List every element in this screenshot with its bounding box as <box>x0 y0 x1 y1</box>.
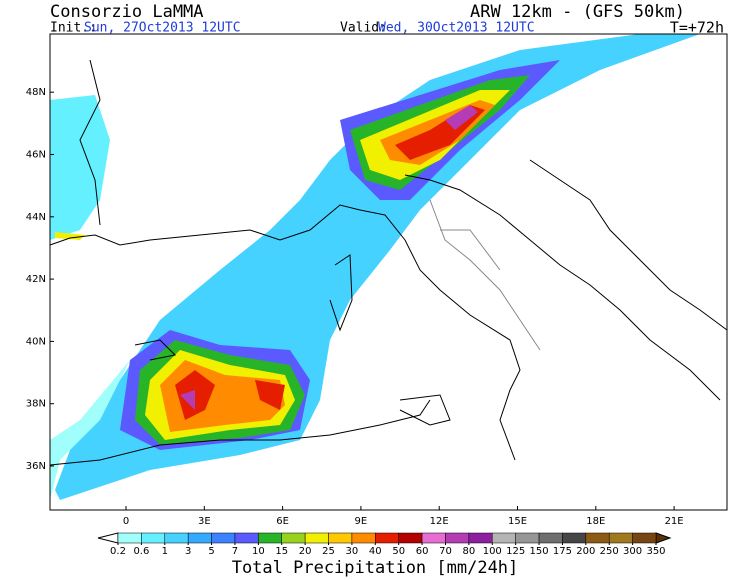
colorbar-segment <box>492 532 516 544</box>
valid-label: Valid: <box>340 21 387 36</box>
colorbar-label: 25 <box>322 546 335 557</box>
colorbar-segment <box>304 532 329 544</box>
colorbar-label: 50 <box>392 546 405 557</box>
lon-label: 9E <box>355 516 368 527</box>
valid-time: Wed, 30Oct2013 12UTC <box>378 21 535 36</box>
colorbar-segment <box>562 532 587 544</box>
colorbar-segment <box>187 532 212 544</box>
lon-label: 15E <box>508 516 527 527</box>
lat-label: 44N <box>26 212 46 223</box>
colorbar-segment <box>585 532 610 544</box>
colorbar-label: 40 <box>369 546 382 557</box>
colorbar-segment <box>515 532 540 544</box>
colorbar-label: 15 <box>275 546 288 557</box>
title: Consorzio LaMMA <box>50 2 204 22</box>
colorbar-label: 70 <box>439 546 452 557</box>
lat-label: 48N <box>26 87 46 98</box>
colorbar-segment <box>375 532 399 544</box>
init-label: Init.: <box>50 21 97 36</box>
colorbar-over <box>655 532 672 544</box>
lat-label: 40N <box>26 336 46 347</box>
colorbar-label: 350 <box>646 546 665 557</box>
colorbar-label: 10 <box>252 546 265 557</box>
lat-label: 38N <box>26 399 46 410</box>
map-area <box>49 33 728 511</box>
colorbar-segment <box>117 532 142 544</box>
colorbar-segment <box>164 532 189 544</box>
colorbar-label: 200 <box>576 546 595 557</box>
colorbar-title: Total Precipitation [mm/24h] <box>232 558 519 578</box>
colorbar-segment <box>445 532 470 544</box>
lon-label: 18E <box>586 516 605 527</box>
lon-label: 3E <box>198 516 211 527</box>
colorbar-label: 150 <box>529 546 548 557</box>
colorbar-label: 80 <box>463 546 476 557</box>
init-time: Sun, 27Oct2013 12UTC <box>84 21 241 36</box>
colorbar-segment <box>632 532 657 544</box>
colorbar-label: 7 <box>232 546 238 557</box>
colorbar-segment <box>608 532 633 544</box>
colorbar-label: 3 <box>185 546 191 557</box>
colorbar-segment <box>211 532 236 544</box>
colorbar-segment <box>538 532 563 544</box>
colorbar-label: 125 <box>506 546 525 557</box>
lon-label: 21E <box>665 516 684 527</box>
colorbar-segment <box>281 532 306 544</box>
colorbar-segment <box>398 532 423 544</box>
colorbar-label: 5 <box>208 546 214 557</box>
colorbar-segment <box>468 532 493 544</box>
colorbar-label: 250 <box>600 546 619 557</box>
colorbar-label: 0.2 <box>110 546 126 557</box>
colorbar-label: 0.6 <box>133 546 149 557</box>
lon-label: 0 <box>123 516 129 527</box>
lon-label: 12E <box>430 516 449 527</box>
colorbar-label: 300 <box>623 546 642 557</box>
colorbar-label: 175 <box>553 546 572 557</box>
lat-label: 46N <box>26 150 46 161</box>
colorbar-segment <box>351 532 376 544</box>
colorbar-segment <box>234 532 259 544</box>
lat-label: 42N <box>26 274 46 285</box>
lon-label: 6E <box>276 516 289 527</box>
model: ARW 12km - (GFS 50km) <box>470 2 685 22</box>
lat-label: 36N <box>26 461 46 472</box>
colorbar-label: 60 <box>416 546 429 557</box>
colorbar-label: 30 <box>346 546 359 557</box>
colorbar-segment <box>141 532 166 544</box>
colorbar-segment <box>421 532 446 544</box>
colorbar-label: 20 <box>299 546 312 557</box>
lead-time: T=+72h <box>670 19 724 37</box>
colorbar-segment <box>258 532 282 544</box>
colorbar-segment <box>328 532 353 544</box>
colorbar-under <box>97 532 119 544</box>
colorbar-label: 100 <box>483 546 502 557</box>
colorbar-label: 1 <box>162 546 168 557</box>
